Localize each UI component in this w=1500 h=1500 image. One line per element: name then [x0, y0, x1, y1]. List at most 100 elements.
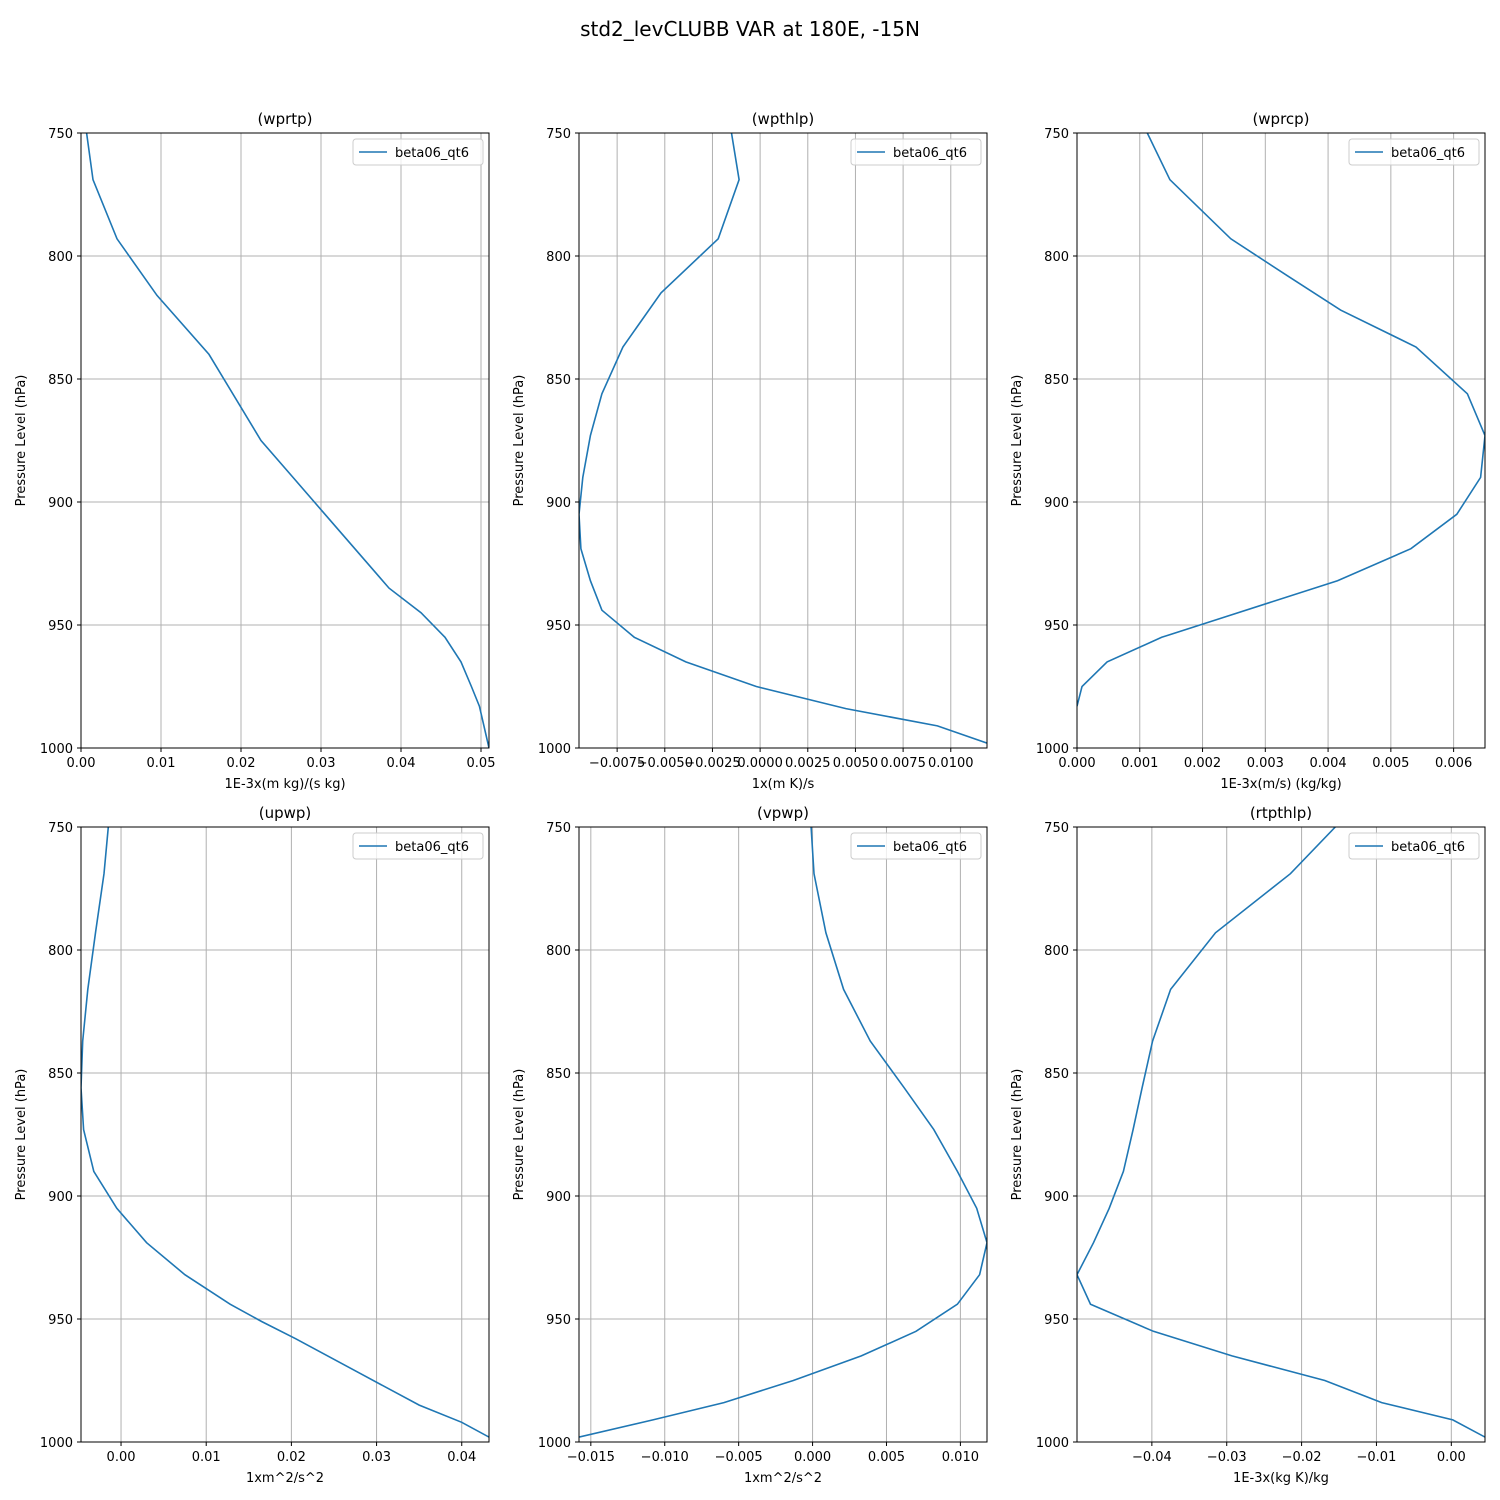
x-tick-label: 0.000 [1058, 756, 1095, 771]
x-tick-label: 0.00 [107, 1450, 136, 1465]
x-axis-label: 1xm^2/s^2 [744, 1471, 822, 1486]
y-tick-label: 900 [1044, 1190, 1069, 1205]
x-tick-label: 0.02 [277, 1450, 306, 1465]
legend: beta06_qt6 [352, 832, 484, 860]
y-tick-label: 850 [1044, 1067, 1069, 1082]
x-tick-label: 0.000 [794, 1450, 831, 1465]
legend: beta06_qt6 [1348, 832, 1480, 860]
y-axis-label: Pressure Level (hPa) [1010, 375, 1025, 507]
x-tick-label: −0.015 [567, 1450, 615, 1465]
legend-box [850, 138, 982, 166]
x-tick-label: −0.005 [715, 1450, 763, 1465]
y-axis-label: Pressure Level (hPa) [512, 1069, 527, 1201]
y-tick-label: 800 [1044, 250, 1069, 265]
y-tick-label: 750 [1044, 821, 1069, 836]
axes-frame [1076, 132, 1486, 749]
panel-0: 0.00 0.01 0.02 0.03 0.04 0.05 750 800 850 900 950 1… [14, 110, 495, 792]
y-tick-label: 800 [1044, 944, 1069, 959]
x-tick-label: 0.005 [868, 1450, 905, 1465]
x-tick-label: 0.0075 [880, 756, 926, 771]
x-tick-label: −0.0050 [637, 756, 693, 771]
x-tick-label: 0.02 [227, 756, 256, 771]
y-tick-label: 1000 [1036, 742, 1069, 757]
y-axis-label: Pressure Level (hPa) [14, 375, 29, 507]
y-tick-label: 900 [546, 1190, 571, 1205]
y-tick-label: 750 [48, 821, 73, 836]
y-axis-label: Pressure Level (hPa) [14, 1069, 29, 1201]
panel-title: (wprtp) [257, 110, 312, 128]
y-tick-label: 900 [1044, 496, 1069, 511]
x-tick-label: 0.0050 [833, 756, 879, 771]
series-line [579, 133, 987, 744]
y-axis-label: Pressure Level (hPa) [512, 375, 527, 507]
x-tick-label: 0.04 [447, 1450, 476, 1465]
y-tick-label: 800 [546, 944, 571, 959]
legend-box [352, 832, 484, 860]
x-tick-label: 0.04 [387, 756, 416, 771]
y-axis-label: Pressure Level (hPa) [1010, 1069, 1025, 1201]
y-tick-label: 900 [48, 496, 73, 511]
legend-label: beta06_qt6 [1391, 146, 1465, 161]
panel-4: −0.015 −0.010 −0.005 0.000 0.005 0.010 750 800 8… [512, 804, 988, 1486]
series-line [1077, 133, 1485, 707]
x-axis-label: 1E-3x(m/s) (kg/kg) [1220, 777, 1341, 792]
axes-frame [578, 132, 988, 749]
legend-box [850, 832, 982, 860]
x-tick-label: −0.0025 [684, 756, 740, 771]
y-tick-label: 850 [546, 1067, 571, 1082]
x-tick-label: −0.010 [641, 1450, 689, 1465]
y-tick-label: 1000 [538, 742, 571, 757]
y-tick-label: 950 [546, 1313, 571, 1328]
y-tick-label: 850 [48, 1067, 73, 1082]
x-tick-label: 0.00 [1437, 1450, 1466, 1465]
x-tick-label: 0.0025 [785, 756, 831, 771]
y-tick-label: 850 [546, 373, 571, 388]
x-tick-label: 0.03 [362, 1450, 391, 1465]
x-axis-label: 1E-3x(m kg)/(s kg) [224, 777, 345, 792]
figure-suptitle: std2_levCLUBB VAR at 180E, -15N [580, 17, 920, 41]
panel-title: (wprcp) [1252, 110, 1309, 128]
axes-frame [80, 826, 490, 1443]
x-tick-label: −0.03 [1207, 1450, 1247, 1465]
axes-frame [80, 132, 490, 749]
x-tick-label: −0.01 [1357, 1450, 1397, 1465]
x-tick-label: −0.0075 [589, 756, 645, 771]
legend-label: beta06_qt6 [893, 146, 967, 161]
y-tick-label: 950 [1044, 619, 1069, 634]
axes-frame [1076, 826, 1486, 1443]
x-tick-label: 0.03 [307, 756, 336, 771]
y-tick-label: 750 [48, 127, 73, 142]
y-tick-label: 850 [48, 373, 73, 388]
y-tick-label: 850 [1044, 373, 1069, 388]
legend-box [1348, 138, 1480, 166]
legend-label: beta06_qt6 [893, 840, 967, 855]
x-tick-label: 0.001 [1121, 756, 1158, 771]
x-tick-label: 0.006 [1435, 756, 1472, 771]
y-tick-label: 900 [546, 496, 571, 511]
series-line [85, 133, 489, 748]
y-tick-label: 950 [48, 619, 73, 634]
series-line [579, 827, 987, 1438]
legend-label: beta06_qt6 [395, 840, 469, 855]
y-tick-label: 800 [48, 250, 73, 265]
y-tick-label: 950 [1044, 1313, 1069, 1328]
x-tick-label: 0.01 [192, 1450, 221, 1465]
x-axis-label: 1xm^2/s^2 [246, 1471, 324, 1486]
panel-title: (vpwp) [757, 804, 809, 822]
y-tick-label: 1000 [40, 1436, 73, 1451]
x-tick-label: 0.005 [1372, 756, 1409, 771]
x-tick-label: 0.0100 [928, 756, 974, 771]
x-tick-label: 0.002 [1184, 756, 1221, 771]
x-tick-label: 0.0000 [737, 756, 783, 771]
x-axis-label: 1x(m K)/s [752, 777, 815, 792]
legend-box [352, 138, 484, 166]
panel-5: −0.04 −0.03 −0.02 −0.01 0.00 750 800 850 900 950 1… [1010, 804, 1486, 1486]
panel-title: (upwp) [259, 804, 312, 822]
y-tick-label: 750 [546, 127, 571, 142]
panel-title: (wpthlp) [752, 110, 815, 128]
series-line [81, 827, 489, 1438]
legend: beta06_qt6 [352, 138, 484, 166]
x-tick-label: −0.02 [1282, 1450, 1322, 1465]
